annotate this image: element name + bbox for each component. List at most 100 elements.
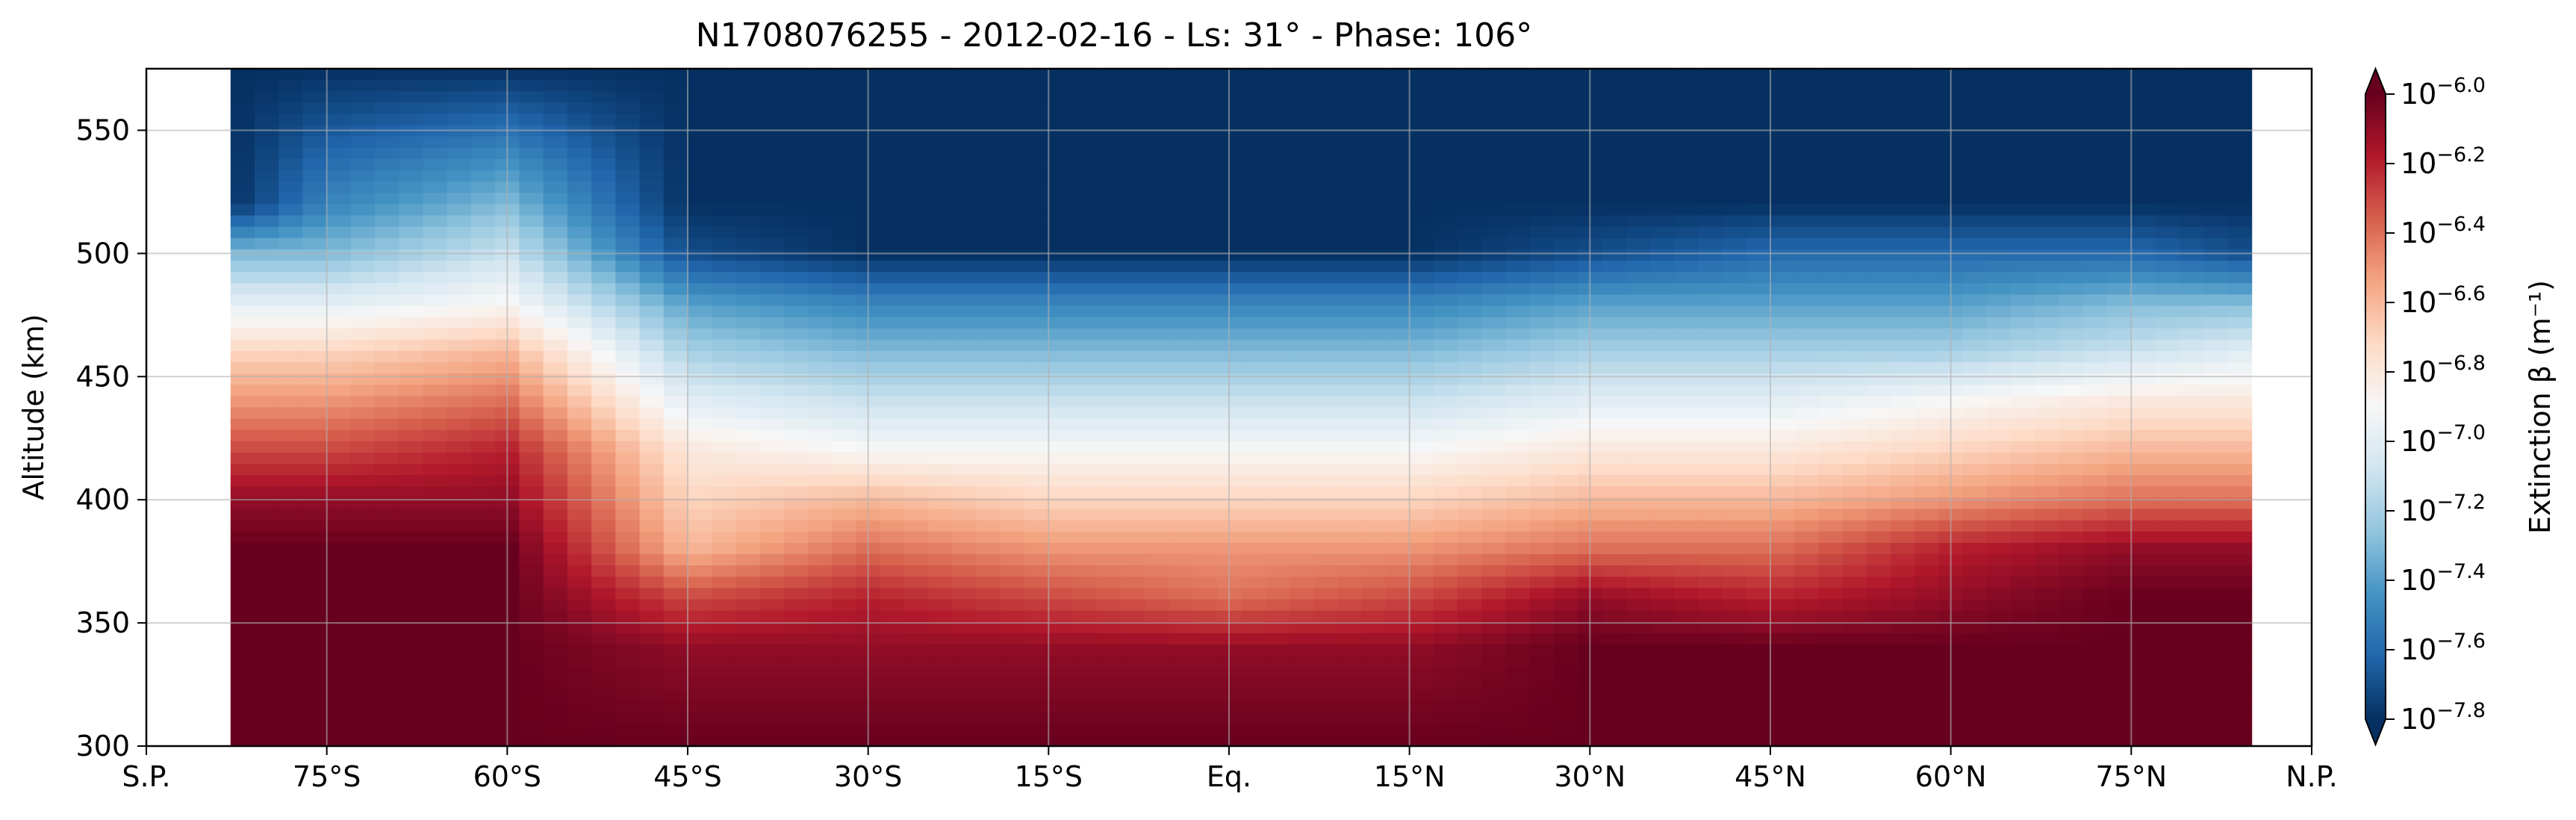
heatmap-cell — [1145, 599, 1169, 611]
heatmap-cell — [1385, 396, 1410, 408]
heatmap-cell — [544, 261, 568, 273]
heatmap-cell — [2083, 453, 2108, 465]
heatmap-cell — [1001, 622, 1025, 634]
heatmap-cell — [231, 678, 255, 690]
heatmap-cell — [1867, 261, 1891, 273]
heatmap-cell — [712, 453, 736, 465]
heatmap-cell — [2083, 430, 2108, 442]
heatmap-cell — [808, 611, 833, 623]
heatmap-cell — [735, 565, 760, 577]
heatmap-cell — [2035, 724, 2059, 736]
heatmap-cell — [1770, 724, 1795, 736]
heatmap-cell — [1674, 137, 1699, 149]
heatmap-cell — [2059, 340, 2084, 352]
heatmap-cell — [1193, 238, 1218, 250]
heatmap-cell — [1001, 249, 1025, 261]
heatmap-cell — [1169, 69, 1193, 81]
heatmap-cell — [423, 170, 448, 182]
heatmap-cell — [1698, 193, 1723, 205]
heatmap-cell — [351, 633, 376, 645]
heatmap-cell — [784, 261, 809, 273]
heatmap-cell — [1024, 102, 1049, 114]
heatmap-cell — [1963, 351, 1988, 363]
heatmap-cell — [1891, 238, 1915, 250]
heatmap-cell — [471, 317, 496, 329]
heatmap-cell — [1506, 667, 1531, 679]
heatmap-cell — [1385, 80, 1410, 92]
heatmap-cell — [1145, 554, 1169, 566]
heatmap-cell — [231, 667, 255, 679]
heatmap-cell — [1048, 532, 1073, 544]
heatmap-cell — [1867, 159, 1891, 171]
heatmap-cell — [1650, 689, 1675, 701]
heatmap-cell — [1313, 622, 1338, 634]
heatmap-cell — [1361, 419, 1386, 431]
heatmap-cell — [1843, 554, 1867, 566]
heatmap-cell — [1073, 125, 1098, 137]
heatmap-cell — [1024, 441, 1049, 453]
heatmap-cell — [2011, 373, 2035, 385]
heatmap-cell — [928, 521, 953, 532]
heatmap-cell — [615, 80, 640, 92]
heatmap-cell — [1048, 193, 1073, 205]
heatmap-cell — [615, 521, 640, 532]
heatmap-cell — [688, 125, 712, 137]
heatmap-cell — [1337, 724, 1362, 736]
heatmap-cell — [1121, 565, 1145, 577]
heatmap-cell — [952, 385, 977, 397]
heatmap-cell — [399, 69, 423, 81]
heatmap-cell — [977, 238, 1001, 250]
heatmap-cell — [1001, 159, 1025, 171]
heatmap-cell — [1843, 667, 1867, 679]
heatmap-cell — [1530, 148, 1555, 160]
heatmap-cell — [2180, 521, 2204, 532]
heatmap-cell — [1481, 701, 1506, 713]
heatmap-cell — [1145, 261, 1169, 273]
heatmap-cell — [952, 396, 977, 408]
heatmap-cell — [2203, 238, 2228, 250]
heatmap-cell — [1024, 712, 1049, 724]
heatmap-cell — [1361, 565, 1386, 577]
heatmap-cell — [928, 453, 953, 465]
heatmap-cell — [977, 678, 1001, 690]
heatmap-cell — [2203, 362, 2228, 374]
heatmap-cell — [279, 125, 303, 137]
heatmap-cell — [880, 678, 905, 690]
heatmap-cell — [808, 396, 833, 408]
heatmap-cell — [1313, 238, 1338, 250]
heatmap-cell — [302, 622, 327, 634]
heatmap-cell — [735, 69, 760, 81]
heatmap-cell — [1914, 486, 1939, 498]
heatmap-cell — [1914, 272, 1939, 284]
heatmap-cell — [1169, 554, 1193, 566]
heatmap-cell — [2203, 724, 2228, 736]
heatmap-cell — [591, 204, 616, 216]
heatmap-cell — [471, 577, 496, 588]
heatmap-cell — [1746, 509, 1771, 521]
heatmap-cell — [664, 340, 688, 352]
heatmap-cell — [519, 588, 544, 600]
heatmap-cell — [1506, 80, 1531, 92]
heatmap-cell — [760, 419, 785, 431]
heatmap-cell — [1481, 294, 1506, 306]
heatmap-cell — [640, 181, 665, 193]
heatmap-cell — [784, 633, 809, 645]
heatmap-cell — [447, 441, 472, 453]
heatmap-cell — [1193, 102, 1218, 114]
heatmap-cell — [1410, 644, 1434, 656]
heatmap-cell — [1770, 159, 1795, 171]
heatmap-cell — [519, 475, 544, 487]
heatmap-cell — [615, 329, 640, 341]
heatmap-cell — [2180, 577, 2204, 588]
heatmap-cell — [2107, 91, 2132, 103]
heatmap-cell — [519, 317, 544, 329]
heatmap-cell — [2131, 724, 2156, 736]
heatmap-cell — [447, 532, 472, 544]
heatmap-cell — [1481, 644, 1506, 656]
heatmap-cell — [928, 193, 953, 205]
heatmap-cell — [1481, 712, 1506, 724]
heatmap-cell — [1723, 408, 1747, 420]
heatmap-cell — [977, 159, 1001, 171]
heatmap-cell — [1001, 216, 1025, 228]
heatmap-cell — [760, 735, 785, 747]
